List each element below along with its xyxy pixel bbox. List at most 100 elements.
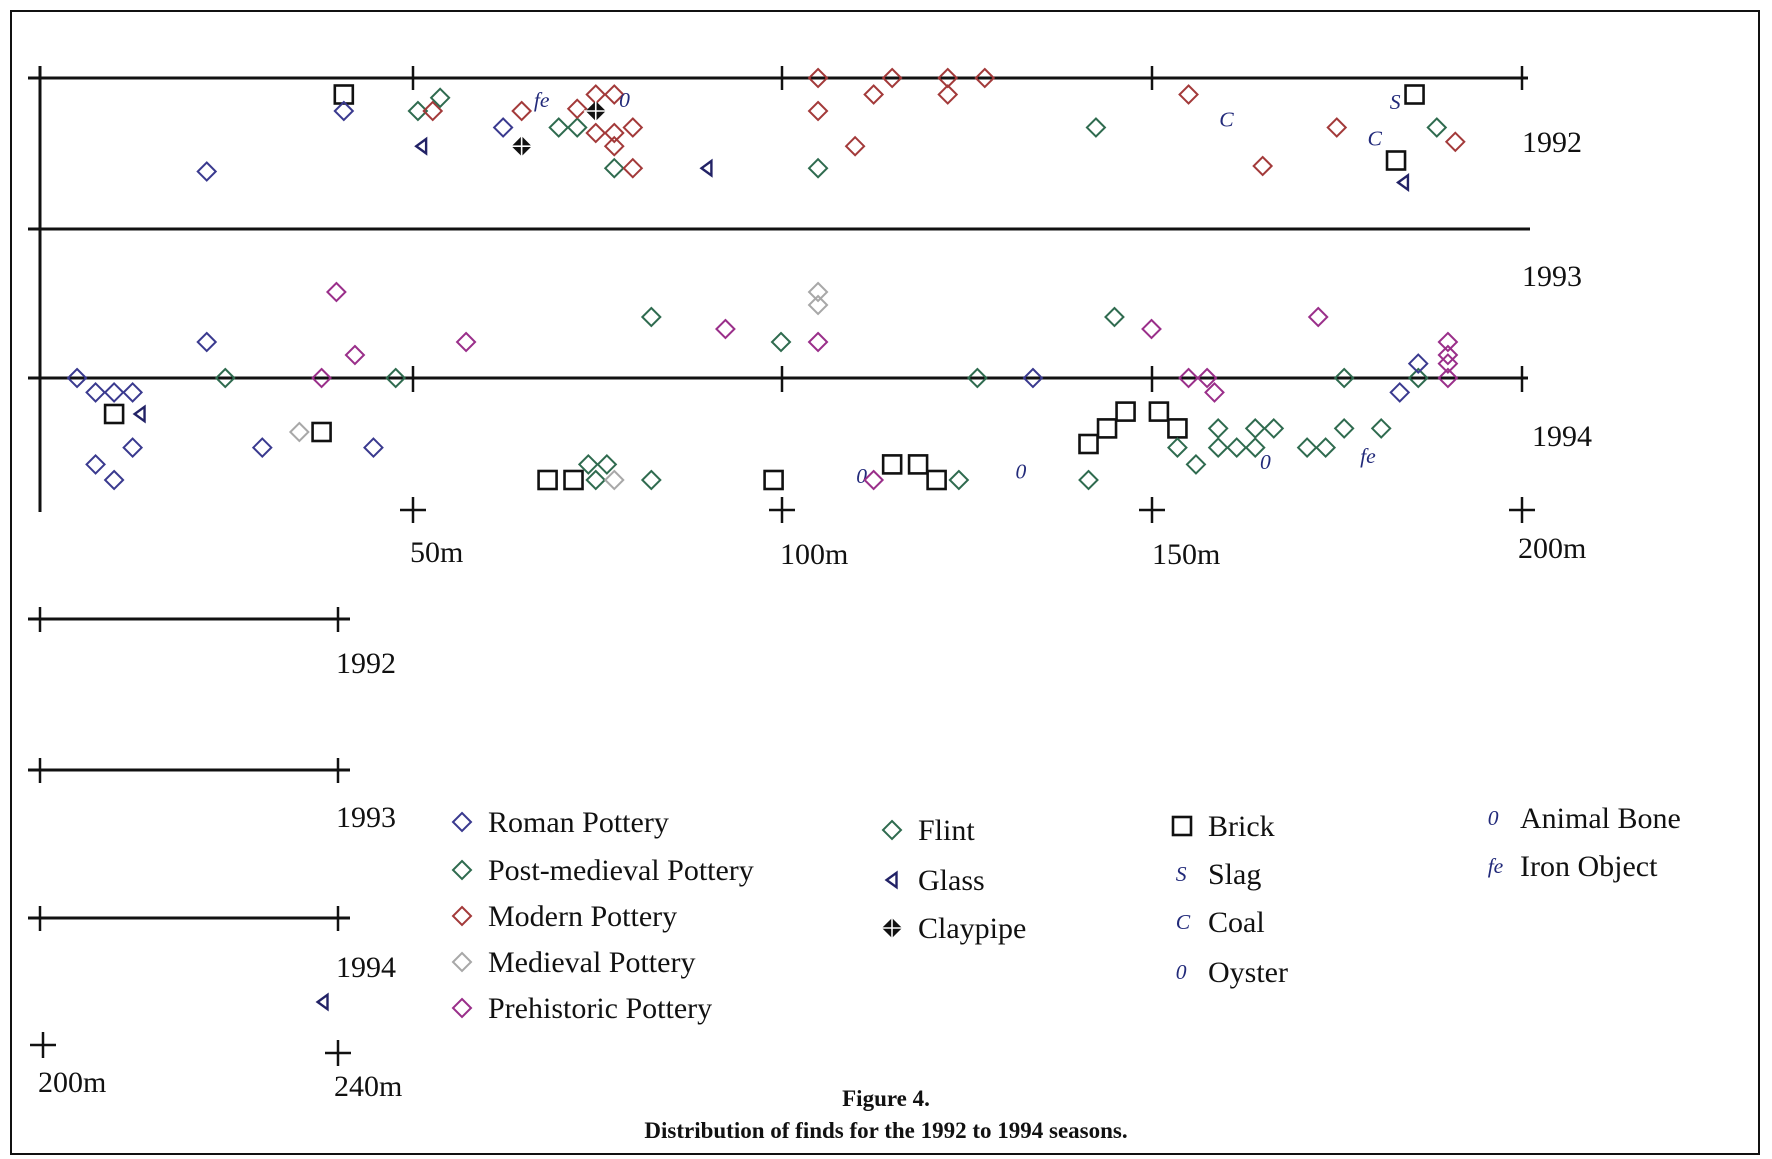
find-marker-1994-post_medieval <box>1333 417 1355 439</box>
find-marker-1992-modern <box>566 98 588 120</box>
legend-label-roman: Roman Pottery <box>488 806 669 839</box>
plus-mark-100 <box>769 497 795 523</box>
find-marker-1994-brick <box>1167 418 1188 439</box>
find-marker-1992-coal: C <box>1368 126 1383 150</box>
find-marker-1992-modern <box>863 84 885 105</box>
find-marker-1994-post_medieval <box>1207 437 1229 459</box>
find-marker-1993-prehistoric <box>1307 306 1329 328</box>
ext-plus-200 <box>30 1032 56 1058</box>
find-marker-1993-prehistoric <box>344 344 366 366</box>
find-marker-1994-oyster: 0 <box>1016 459 1027 483</box>
legend-label-medieval: Medieval Pottery <box>488 946 695 979</box>
find-marker-1994-prehistoric <box>311 367 332 389</box>
find-marker-1993-post_medieval <box>640 306 662 328</box>
find-marker-1992-modern <box>603 122 625 144</box>
find-marker-1994-roman <box>85 381 106 403</box>
find-marker-1992-roman <box>196 161 218 182</box>
find-marker-1994-roman <box>122 437 144 459</box>
slag-legend-icon: S <box>1176 862 1187 886</box>
find-marker-1992-post_medieval <box>603 157 625 179</box>
find-marker-1994-roman <box>1022 367 1044 389</box>
find-marker-1992-modern <box>622 117 644 138</box>
find-marker-1993-medieval <box>807 294 829 316</box>
ext-distance-label-240m: 240m <box>334 1070 402 1103</box>
find-marker-1994-post_medieval <box>948 469 970 491</box>
find-marker-1992-roman <box>492 117 514 138</box>
brick-legend-icon <box>1171 815 1193 837</box>
find-marker-1994-roman <box>85 453 106 475</box>
find-marker-1992-slag: S <box>1390 90 1401 114</box>
find-marker-1992-glass <box>1395 172 1410 193</box>
find-marker-1992-post_medieval <box>407 100 429 122</box>
main-section-labels: 1992 1993 1994 50m 100m 150m 200m <box>410 126 1592 571</box>
find-marker-1994-prehistoric <box>1178 367 1199 389</box>
claypipe-legend-icon <box>880 916 904 940</box>
find-marker-1994-oyster: 0 <box>856 464 867 488</box>
glass-legend-icon <box>884 870 898 890</box>
find-marker-1992-claypipe <box>583 99 608 123</box>
legend-label-claypipe: Claypipe <box>918 912 1026 945</box>
find-marker-1994-prehistoric <box>1437 367 1459 389</box>
find-marker-1994-medieval <box>288 421 310 443</box>
find-marker-1992-post_medieval <box>429 87 451 109</box>
find-marker-1993-prehistoric <box>455 331 477 353</box>
main-section-axes <box>28 66 1535 523</box>
find-marker-1994-roman <box>251 437 273 459</box>
find-marker-1994-post_medieval <box>640 469 662 491</box>
find-marker-1992-modern <box>422 100 444 122</box>
find-marker-1992-modern <box>1178 84 1199 105</box>
flint-legend-icon <box>881 819 903 841</box>
ext-season-label-1994: 1994 <box>336 951 396 984</box>
find-marker-1992-coal: C <box>1219 108 1234 132</box>
find-marker-1994-brick <box>926 469 947 491</box>
find-marker-1992-modern <box>937 84 959 105</box>
prehistoric-legend-icon <box>451 997 473 1019</box>
find-marker-1992-post_medieval <box>1085 117 1107 138</box>
find-marker-1994-brick <box>1148 401 1170 422</box>
extension-section: 1992 1993 1994 200m 240m <box>28 607 402 1103</box>
legend-label-brick: Brick <box>1208 810 1275 843</box>
find-marker-1992-brick <box>1385 150 1407 171</box>
find-marker-1994-post_medieval <box>214 367 236 389</box>
find-marker-1992-modern <box>1252 155 1274 177</box>
find-marker-1992-claypipe <box>509 134 534 159</box>
legend: Roman Pottery Post-medieval Pottery Modern… <box>451 802 1681 1025</box>
legend-label-modern: Modern Pottery <box>488 900 677 933</box>
find-marker-1992-brick <box>333 84 355 105</box>
distance-label-200m: 200m <box>1518 532 1586 565</box>
find-marker-1994-roman <box>103 381 125 403</box>
find-marker-1994-post_medieval <box>1078 469 1099 491</box>
find-marker-1993-prehistoric <box>807 331 829 353</box>
find-marker-1994-brick <box>881 454 903 475</box>
find-marker-1992-modern <box>603 84 625 105</box>
find-marker-1992-modern <box>807 67 829 89</box>
find-marker-1994-prehistoric <box>1204 381 1225 403</box>
coal-legend-icon: C <box>1176 910 1191 934</box>
find-marker-1994-brick <box>311 421 332 443</box>
oyster-legend-icon: 0 <box>1176 960 1187 984</box>
find-marker-1992-post_medieval <box>566 117 588 138</box>
find-marker-1994-glass <box>132 404 146 424</box>
legend-label-bone: Animal Bone <box>1520 802 1681 835</box>
find-marker-1994-bone: 0 <box>1260 450 1271 474</box>
find-marker-1992-modern <box>937 67 959 89</box>
legend-label-coal: Coal <box>1208 906 1265 939</box>
find-marker-1994-post_medieval <box>1167 437 1188 459</box>
find-marker-1994-medieval <box>603 469 625 491</box>
find-marker-1992-modern <box>844 135 866 157</box>
find-marker-1994-roman <box>1407 353 1429 375</box>
find-marker-1994-post_medieval <box>966 367 988 389</box>
plus-mark-150 <box>1139 497 1165 523</box>
find-marker-1992-modern <box>603 135 625 157</box>
find-marker-1993-prehistoric <box>325 281 347 303</box>
ext-season-label-1992: 1992 <box>336 647 396 680</box>
find-marker-1992-brick <box>1404 84 1425 105</box>
find-marker-1993-roman <box>196 331 218 353</box>
find-marker-1994-post_medieval <box>596 453 618 475</box>
find-marker-1994-post_medieval <box>1244 417 1266 439</box>
find-marker-1994-iron: fe <box>1360 444 1376 468</box>
legend-label-prehistoric: Prehistoric Pottery <box>488 992 712 1025</box>
find-marker-1994-roman <box>103 469 125 491</box>
find-marker-1993-prehistoric <box>715 318 736 340</box>
find-marker-1994-post_medieval <box>1226 437 1248 459</box>
